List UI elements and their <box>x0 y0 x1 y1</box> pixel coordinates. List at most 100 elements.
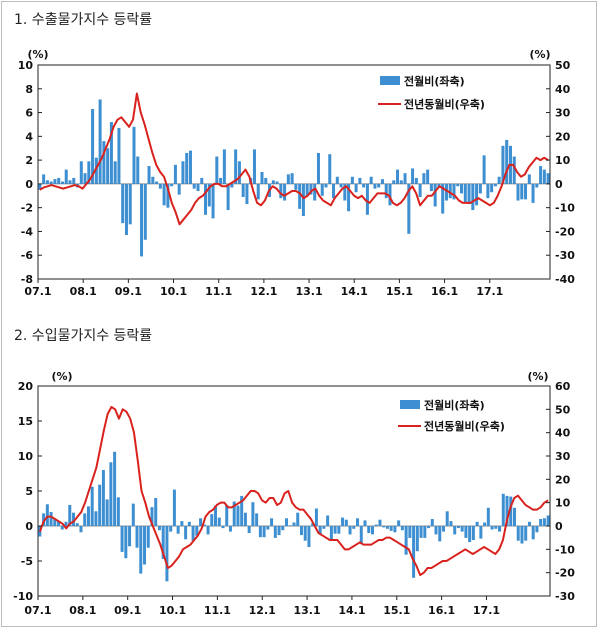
bar <box>154 498 158 526</box>
bar <box>460 526 464 532</box>
bar <box>98 484 102 526</box>
bar <box>542 169 546 184</box>
bar <box>206 526 210 535</box>
bar-series <box>38 451 550 582</box>
bar <box>516 526 520 541</box>
bar <box>199 518 203 526</box>
bar <box>202 524 206 526</box>
bar <box>286 174 290 184</box>
bar <box>335 176 339 184</box>
bar <box>350 176 354 184</box>
bar <box>230 183 234 188</box>
bar <box>352 526 356 529</box>
right-unit-label: (%) <box>527 370 548 383</box>
bar <box>68 180 72 184</box>
bar <box>222 149 226 184</box>
bar <box>427 526 431 529</box>
x-tick-label: 17.1 <box>473 604 500 617</box>
bar <box>311 523 315 526</box>
bar <box>277 526 281 536</box>
bar <box>486 507 490 526</box>
bar <box>132 126 136 184</box>
bar <box>400 526 404 531</box>
bar <box>121 183 125 224</box>
bar <box>64 521 68 526</box>
bar <box>124 526 128 559</box>
bar <box>155 181 159 184</box>
bar <box>471 183 475 211</box>
bar <box>404 526 408 555</box>
right-unit-label: (%) <box>529 48 550 61</box>
bar <box>365 183 369 215</box>
left-tick-label: 6 <box>25 107 33 120</box>
bar <box>490 526 494 530</box>
right-tick-label: 30 <box>555 450 571 463</box>
bar <box>403 173 407 184</box>
bar <box>87 161 91 184</box>
bar <box>505 139 509 184</box>
bar <box>169 526 173 532</box>
bar <box>245 183 249 205</box>
bar <box>211 183 215 219</box>
bar <box>343 183 347 201</box>
bar <box>185 152 189 184</box>
bar <box>453 526 457 535</box>
right-tick-label: 20 <box>555 130 571 143</box>
bar <box>243 512 247 526</box>
bar <box>195 526 199 536</box>
bar <box>252 149 256 184</box>
legend-bar-label: 전월비(좌축) <box>424 398 485 412</box>
bar <box>527 521 531 526</box>
bar <box>109 122 113 184</box>
left-tick-label: 15 <box>18 415 33 428</box>
bar <box>464 526 468 538</box>
legend: 전월비(좌축) 전년동월비(우축) <box>398 398 505 433</box>
bar <box>301 183 305 216</box>
bar <box>128 183 132 225</box>
x-axis-ticks: 07.1 08.1 09.1 10.1 11.1 12.1 13.1 14.1 15.1 16.1… <box>24 596 500 617</box>
right-tick-label: -20 <box>555 567 575 580</box>
bar <box>367 526 371 533</box>
bar <box>433 183 437 207</box>
bar <box>426 169 430 184</box>
bar <box>305 183 309 196</box>
x-tick-label: 14.1 <box>338 604 365 617</box>
bar <box>75 523 79 526</box>
bar <box>128 526 132 547</box>
bar <box>131 503 135 526</box>
bar <box>546 515 550 526</box>
bar <box>260 172 264 184</box>
bar <box>513 507 516 526</box>
bar <box>217 517 221 526</box>
bar <box>273 526 277 538</box>
bar <box>151 176 155 184</box>
x-tick-label: 09.1 <box>115 285 142 298</box>
bar <box>520 183 524 200</box>
bar <box>497 176 501 184</box>
x-tick-label: 14.1 <box>341 285 368 298</box>
bar <box>385 526 389 529</box>
x-tick-label: 15.1 <box>386 285 413 298</box>
bar <box>498 526 502 532</box>
bar <box>397 520 401 526</box>
bar <box>441 183 445 214</box>
bar <box>456 526 460 529</box>
bar <box>251 502 255 526</box>
bar <box>388 183 392 206</box>
bar <box>412 526 416 578</box>
bar <box>307 526 311 547</box>
bar <box>225 505 229 526</box>
x-tick-label: 15.1 <box>383 604 410 617</box>
bar <box>258 526 262 538</box>
bar <box>296 512 300 526</box>
bar <box>299 526 303 536</box>
bar <box>60 526 64 530</box>
bar <box>475 521 479 526</box>
bar <box>79 526 83 533</box>
bar <box>102 141 106 184</box>
bar <box>283 183 287 201</box>
bar <box>53 519 57 526</box>
bar <box>275 181 279 184</box>
